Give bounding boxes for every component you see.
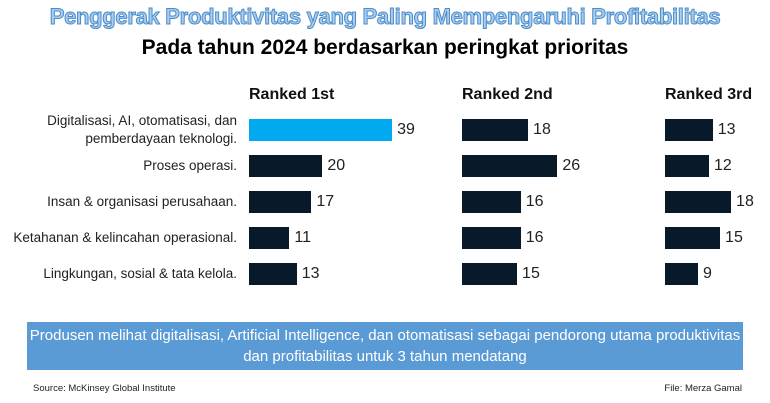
chart-subtitle: Pada tahun 2024 berdasarkan peringkat pr… [141, 36, 629, 59]
series-header: Ranked 1st [249, 86, 335, 103]
category-label: Lingkungan, sosial & tata kelola. [43, 266, 237, 281]
source-note: Source: McKinsey Global Institute [33, 383, 176, 394]
data-label: 15 [522, 265, 540, 282]
data-label: 16 [525, 193, 544, 210]
bar [249, 263, 297, 285]
series-header: Ranked 2nd [462, 86, 553, 103]
data-label: 26 [562, 157, 581, 174]
file-credit: File: Merza Gamal [664, 383, 742, 394]
data-label: 9 [703, 265, 712, 282]
data-label: 13 [301, 265, 320, 282]
data-label: 15 [725, 229, 743, 246]
bar [462, 263, 518, 285]
bar [249, 119, 393, 141]
data-label: 39 [397, 121, 415, 138]
bar [249, 191, 312, 213]
data-label: 20 [327, 157, 346, 174]
bar [249, 227, 290, 249]
category-label: Ketahanan & kelincahan operasional. [13, 230, 237, 245]
data-label: 12 [714, 157, 732, 174]
data-label: 18 [533, 121, 551, 138]
bar [665, 155, 710, 177]
category-label: Digitalisasi, AI, otomatisasi, dan pembe… [47, 113, 237, 146]
bar [665, 263, 699, 285]
banner-text: Produsen melihat digitalisasi, Artificia… [29, 327, 741, 365]
data-label: 17 [316, 193, 335, 210]
category-label: Insan & organisasi perusahaan. [47, 194, 237, 209]
bar [665, 227, 721, 249]
category-label: Proses operasi. [143, 158, 237, 173]
bar [462, 191, 521, 213]
summary-banner: Produsen melihat digitalisasi, Artificia… [27, 322, 743, 370]
bar [462, 119, 529, 141]
data-label: 13 [717, 121, 736, 138]
data-label: 18 [736, 193, 754, 210]
bar [462, 227, 521, 249]
bar [249, 155, 323, 177]
bar [462, 155, 558, 177]
data-label: 16 [525, 229, 544, 246]
chart-title: Penggerak Produktivitas yang Paling Memp… [49, 4, 721, 30]
bar [665, 191, 732, 213]
data-label: 11 [294, 229, 311, 246]
series-header: Ranked 3rd [665, 86, 753, 103]
bar [665, 119, 713, 141]
